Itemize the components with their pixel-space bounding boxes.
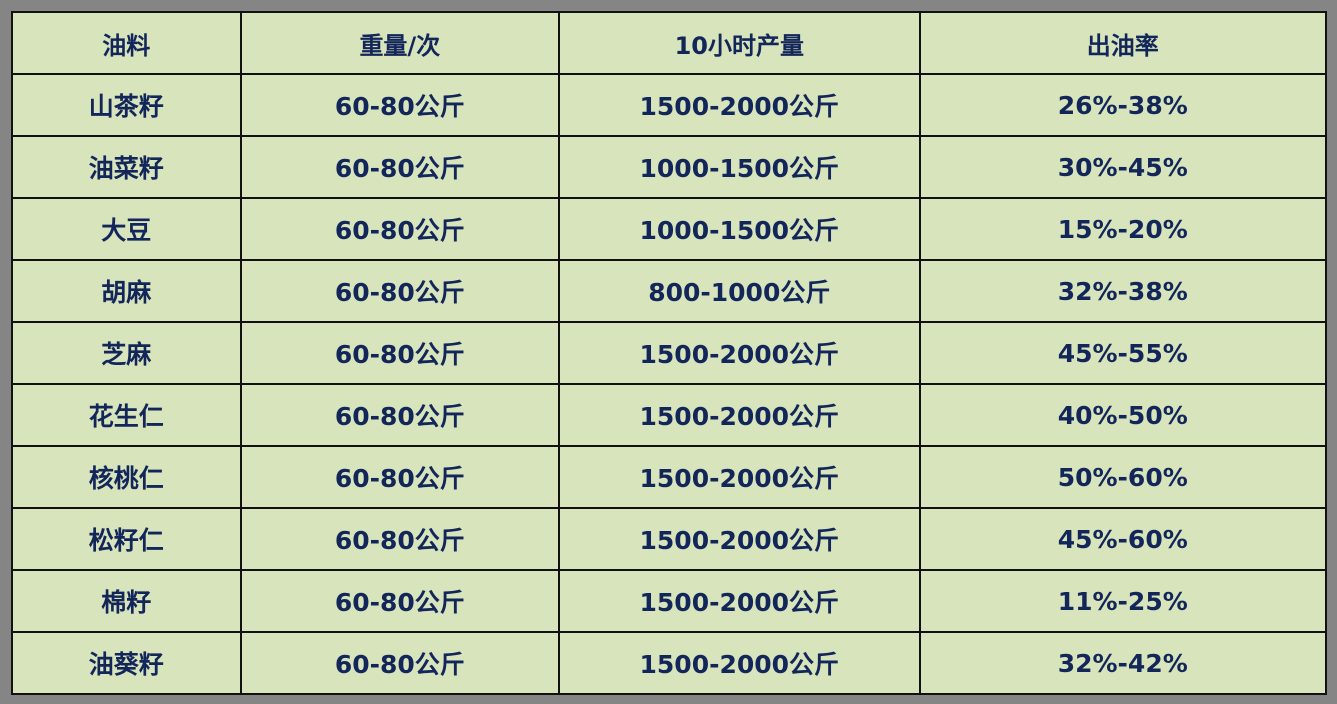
cell-oil-material: 胡麻 <box>11 259 242 323</box>
cell-output-10h: 1500-2000公斤 <box>558 631 921 695</box>
cell-oil-material: 花生仁 <box>11 383 242 447</box>
cell-oil-yield-rate: 45%-55% <box>918 321 1328 385</box>
oil-yield-table: 油料 重量/次 10小时产量 出油率 山茶籽 60-80公斤 1500-2000公斤 26%… <box>11 11 1328 695</box>
cell-output-10h: 1500-2000公斤 <box>558 383 921 447</box>
cell-weight-per-batch: 60-80公斤 <box>239 197 561 261</box>
cell-output-10h: 1500-2000公斤 <box>558 507 921 571</box>
cell-output-10h: 1500-2000公斤 <box>558 569 921 633</box>
cell-oil-yield-rate: 26%-38% <box>918 73 1328 137</box>
cell-oil-yield-rate: 11%-25% <box>918 569 1328 633</box>
cell-weight-per-batch: 60-80公斤 <box>239 507 561 571</box>
cell-output-10h: 1000-1500公斤 <box>558 197 921 261</box>
table-row: 油葵籽 60-80公斤 1500-2000公斤 32%-42% <box>11 631 1328 695</box>
cell-weight-per-batch: 60-80公斤 <box>239 383 561 447</box>
cell-oil-material: 松籽仁 <box>11 507 242 571</box>
table-row: 山茶籽 60-80公斤 1500-2000公斤 26%-38% <box>11 73 1328 137</box>
header-oil-yield-rate: 出油率 <box>918 11 1328 75</box>
table-row: 松籽仁 60-80公斤 1500-2000公斤 45%-60% <box>11 507 1328 571</box>
cell-oil-yield-rate: 32%-42% <box>918 631 1328 695</box>
header-oil-material: 油料 <box>11 11 242 75</box>
cell-weight-per-batch: 60-80公斤 <box>239 445 561 509</box>
cell-weight-per-batch: 60-80公斤 <box>239 259 561 323</box>
cell-output-10h: 800-1000公斤 <box>558 259 921 323</box>
cell-oil-yield-rate: 50%-60% <box>918 445 1328 509</box>
cell-oil-yield-rate: 45%-60% <box>918 507 1328 571</box>
table-row: 花生仁 60-80公斤 1500-2000公斤 40%-50% <box>11 383 1328 447</box>
cell-oil-material: 核桃仁 <box>11 445 242 509</box>
cell-oil-material: 油菜籽 <box>11 135 242 199</box>
cell-oil-yield-rate: 30%-45% <box>918 135 1328 199</box>
table-row: 大豆 60-80公斤 1000-1500公斤 15%-20% <box>11 197 1328 261</box>
cell-oil-material: 棉籽 <box>11 569 242 633</box>
cell-output-10h: 1500-2000公斤 <box>558 445 921 509</box>
cell-oil-yield-rate: 40%-50% <box>918 383 1328 447</box>
header-row: 油料 重量/次 10小时产量 出油率 <box>11 11 1328 75</box>
cell-oil-material: 油葵籽 <box>11 631 242 695</box>
cell-output-10h: 1500-2000公斤 <box>558 73 921 137</box>
cell-weight-per-batch: 60-80公斤 <box>239 321 561 385</box>
cell-weight-per-batch: 60-80公斤 <box>239 631 561 695</box>
table-row: 油菜籽 60-80公斤 1000-1500公斤 30%-45% <box>11 135 1328 199</box>
table-row: 棉籽 60-80公斤 1500-2000公斤 11%-25% <box>11 569 1328 633</box>
cell-oil-material: 大豆 <box>11 197 242 261</box>
cell-output-10h: 1000-1500公斤 <box>558 135 921 199</box>
cell-output-10h: 1500-2000公斤 <box>558 321 921 385</box>
cell-oil-material: 芝麻 <box>11 321 242 385</box>
table-row: 芝麻 60-80公斤 1500-2000公斤 45%-55% <box>11 321 1328 385</box>
table-row: 核桃仁 60-80公斤 1500-2000公斤 50%-60% <box>11 445 1328 509</box>
table-row: 胡麻 60-80公斤 800-1000公斤 32%-38% <box>11 259 1328 323</box>
cell-weight-per-batch: 60-80公斤 <box>239 569 561 633</box>
cell-weight-per-batch: 60-80公斤 <box>239 73 561 137</box>
header-output-10h: 10小时产量 <box>558 11 921 75</box>
cell-oil-yield-rate: 15%-20% <box>918 197 1328 261</box>
header-weight-per-batch: 重量/次 <box>239 11 561 75</box>
cell-weight-per-batch: 60-80公斤 <box>239 135 561 199</box>
cell-oil-yield-rate: 32%-38% <box>918 259 1328 323</box>
cell-oil-material: 山茶籽 <box>11 73 242 137</box>
